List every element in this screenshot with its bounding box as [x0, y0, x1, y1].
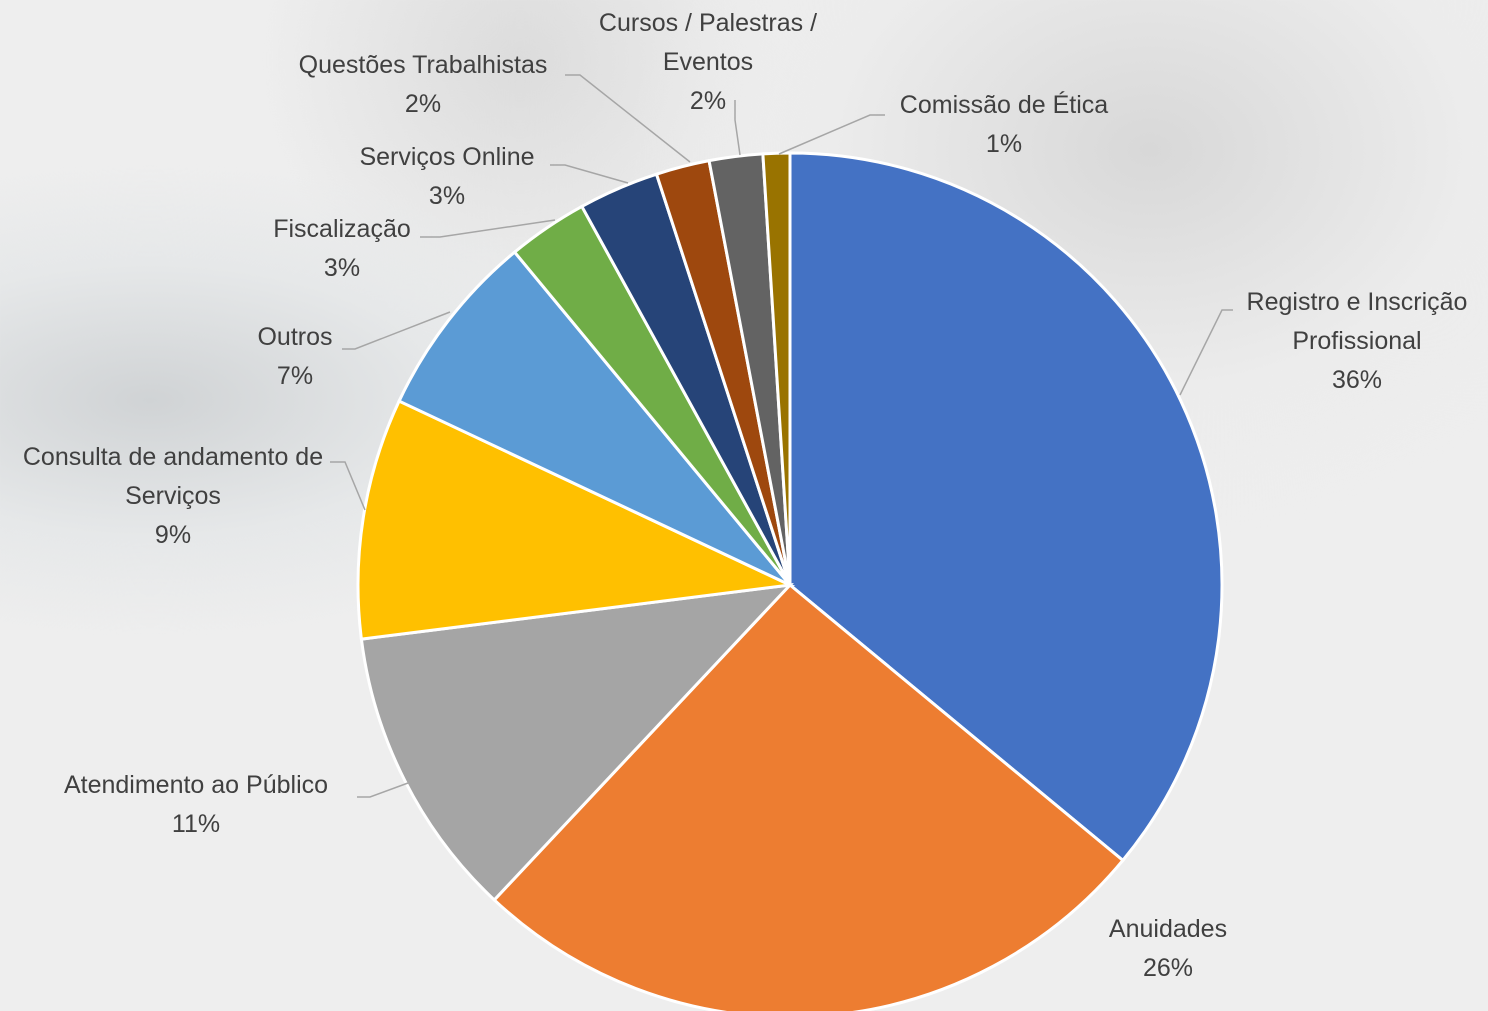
page: (() => { const data = JSON.parse(documen… [0, 0, 1488, 1011]
leader-line [357, 783, 408, 797]
value-label: 11% [31, 805, 361, 844]
leader-line [420, 220, 555, 237]
value-label: 2% [273, 85, 573, 124]
value-label: 1% [874, 125, 1134, 164]
category-label: Consulta de andamento de Serviços [8, 438, 338, 516]
value-label: 36% [1222, 361, 1488, 400]
leader-line [550, 165, 628, 183]
category-label: Serviços Online [337, 138, 557, 177]
value-label: 3% [257, 249, 427, 288]
category-label: Comissão de Ética [874, 86, 1134, 125]
category-label: Anuidades [1068, 910, 1268, 949]
category-label: Registro e Inscrição Profissional [1222, 283, 1488, 361]
value-label: 26% [1068, 949, 1268, 988]
category-label: Atendimento ao Público [31, 766, 361, 805]
value-label: 7% [235, 357, 355, 396]
category-label: Outros [235, 318, 355, 357]
value-label: 9% [8, 516, 338, 555]
category-label: Cursos / Palestras / Eventos [573, 4, 843, 82]
value-label: 2% [573, 82, 843, 121]
category-label: Questões Trabalhistas [273, 46, 573, 85]
value-label: 3% [337, 177, 557, 216]
